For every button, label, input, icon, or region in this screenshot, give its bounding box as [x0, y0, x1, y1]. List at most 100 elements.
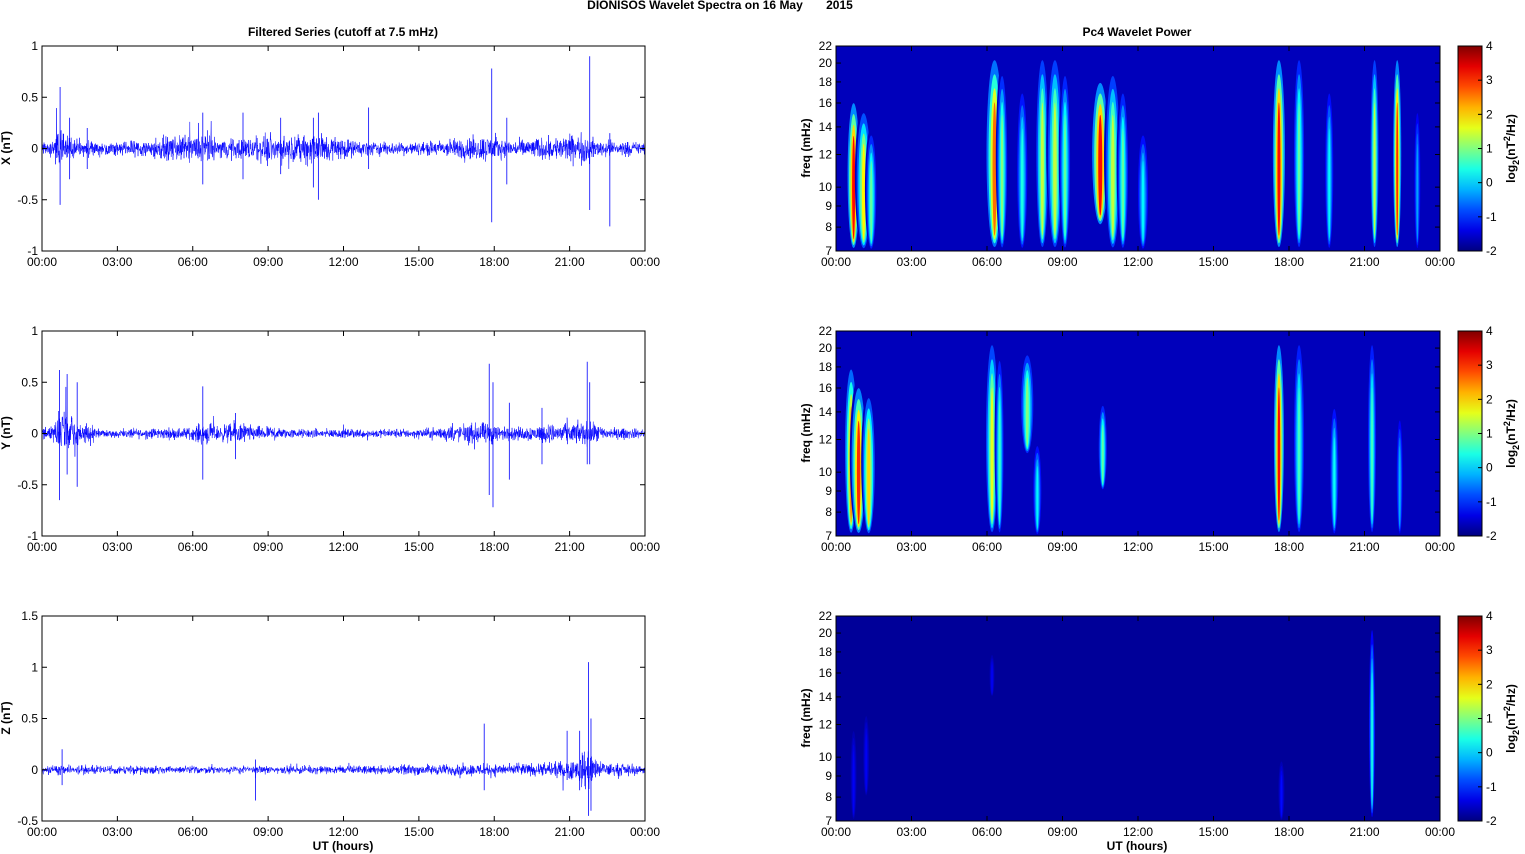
y-wavelet-xtick-label: 00:00: [1425, 540, 1455, 554]
x-wavelet-ytick-label: 18: [819, 75, 833, 89]
y-wavelet-colorbar-label: log2(nT2/Hz): [1502, 399, 1521, 468]
z-wavelet-colorbar-tick-label: -2: [1486, 814, 1497, 828]
x-series-ytick-label: 1: [31, 39, 38, 53]
z-series-trace: [41, 751, 646, 791]
y-wavelet-xtick-label: 12:00: [1123, 540, 1153, 554]
x-series-xtick-label: 18:00: [479, 255, 509, 269]
y-wavelet-xtick-label: 18:00: [1274, 540, 1304, 554]
x-series-xtick-label: 00:00: [27, 255, 57, 269]
y-series-xtick-label: 12:00: [328, 540, 358, 554]
x-wavelet-colorbar-tick-label: -1: [1486, 210, 1497, 224]
z-wavelet-xtick-label: 18:00: [1274, 825, 1304, 839]
z-wavelet-power-streak: [852, 751, 855, 814]
z-series-ytick-label: 0.5: [21, 712, 38, 726]
z-wavelet-ytick-label: 8: [825, 790, 832, 804]
y-wavelet-ylabel: freq (mHz): [799, 403, 813, 462]
y-series-xtick-label: 09:00: [253, 540, 283, 554]
y-wavelet-ytick-label: 9: [825, 484, 832, 498]
x-wavelet-xtick-label: 00:00: [1425, 255, 1455, 269]
y-wavelet-xtick-label: 15:00: [1198, 540, 1228, 554]
x-wavelet-power-streak: [1040, 102, 1044, 236]
z-wavelet-ytick-label: 18: [819, 645, 833, 659]
z-wavelet-ytick-label: 20: [819, 626, 833, 640]
z-wavelet-ytick-label: 14: [819, 690, 833, 704]
z-series-plot: -0.5 0 0.5 1 1.5 00:00 03:00 06:00 09:00 12:00 15:…: [17, 609, 660, 839]
z-wavelet-ytick-label: 7: [825, 814, 832, 828]
z-series-ytick-label: -0.5: [17, 814, 38, 828]
z-wavelet-xtick-label: 15:00: [1198, 825, 1228, 839]
y-wavelet-ytick-label: 12: [819, 433, 833, 447]
y-series-ytick-label: 0.5: [21, 375, 38, 389]
x-series-plot: -1 -0.5 0 0.5 1 00:00 03:00 06:00 09:00 12:00 15:0…: [17, 39, 660, 269]
y-wavelet-power-streak: [856, 420, 861, 525]
z-series-xlabel: UT (hours): [313, 839, 374, 853]
x-wavelet-ytick-label: 7: [825, 244, 832, 258]
x-wavelet-power-streak: [1396, 102, 1399, 236]
z-wavelet-ylabel: freq (mHz): [799, 688, 813, 747]
z-wavelet-xtick-label: 03:00: [896, 825, 926, 839]
z-wavelet-power-streak: [1280, 774, 1283, 817]
y-wavelet-colorbar-tick-label: 0: [1486, 461, 1493, 475]
z-series-xtick-label: 21:00: [555, 825, 585, 839]
y-series-ytick-label: 1: [31, 324, 38, 338]
y-wavelet-xtick-label: 03:00: [896, 540, 926, 554]
x-wavelet-ytick-label: 14: [819, 120, 833, 134]
z-series-ytick-label: 1: [31, 660, 38, 674]
z-series-xtick-label: 15:00: [404, 825, 434, 839]
y-wavelet-power-streak: [1277, 387, 1281, 521]
x-wavelet-ytick-label: 16: [819, 96, 833, 110]
z-wavelet-xtick-label: 12:00: [1123, 825, 1153, 839]
x-wavelet-xtick-label: 09:00: [1047, 255, 1077, 269]
x-wavelet-power-streak: [869, 161, 873, 242]
x-wavelet-ylabel: freq (mHz): [799, 118, 813, 177]
x-series-ylabel: X (nT): [0, 131, 13, 165]
z-wavelet-colorbar-tick-label: 2: [1486, 677, 1493, 691]
z-wavelet-xlabel: UT (hours): [1107, 839, 1168, 853]
y-wavelet-power-streak: [990, 387, 994, 521]
z-series-xtick-label: 03:00: [102, 825, 132, 839]
x-wavelet-ytick-label: 22: [819, 39, 833, 53]
z-series-axes-frame: [41, 615, 646, 822]
z-wavelet-colorbar-tick-label: -1: [1486, 780, 1497, 794]
z-wavelet-xtick-label: 06:00: [972, 825, 1002, 839]
x-wavelet-ytick-label: 20: [819, 56, 833, 70]
z-series-panel: -0.5 0 0.5 1 1.5 00:00 03:00 06:00 09:00 12:00 15:…: [0, 609, 660, 853]
x-wavelet-colorbar-tick-label: 0: [1486, 176, 1493, 190]
y-wavelet-xtick-label: 00:00: [821, 540, 851, 554]
z-wavelet-colorbar-tick-label: 0: [1486, 746, 1493, 760]
z-series-xtick-label: 18:00: [479, 825, 509, 839]
z-wavelet-power-streak: [991, 664, 993, 694]
x-wavelet-power-streak: [1297, 102, 1301, 236]
x-wavelet-colorbar-tick-label: 3: [1486, 73, 1493, 87]
x-wavelet-power-streak: [1111, 114, 1115, 237]
z-wavelet-xtick-label: 00:00: [1425, 825, 1455, 839]
x-wavelet-power-streak: [1020, 128, 1024, 239]
y-wavelet-xtick-label: 21:00: [1349, 540, 1379, 554]
z-wavelet-ytick-label: 10: [819, 750, 833, 764]
z-wavelet-xtick-label: 21:00: [1349, 825, 1379, 839]
y-wavelet-ytick-label: 18: [819, 360, 833, 374]
x-wavelet-colorbar-label: log2(nT2/Hz): [1502, 114, 1521, 183]
x-wavelet-colorbar-tick-label: -2: [1486, 244, 1497, 258]
z-wavelet-xtick-label: 00:00: [821, 825, 851, 839]
y-series-xtick-label: 00:00: [27, 540, 57, 554]
y-wavelet-power-streak: [1371, 387, 1374, 521]
z-wavelet-ytick-label: 9: [825, 769, 832, 783]
y-series-xtick-label: 06:00: [178, 540, 208, 554]
y-series-xtick-label: 15:00: [404, 540, 434, 554]
y-wavelet-xtick-label: 06:00: [972, 540, 1002, 554]
x-series-trace: [41, 108, 646, 169]
filtered-series-title: Filtered Series (cutoff at 7.5 mHz): [248, 25, 438, 39]
z-wavelet-ytick-label: 16: [819, 666, 833, 680]
x-wavelet-colorbar-tick-label: 2: [1486, 107, 1493, 121]
z-series-xtick-label: 00:00: [630, 825, 660, 839]
x-wavelet-power-streak: [861, 143, 866, 240]
y-series-ylabel: Y (nT): [0, 416, 13, 450]
x-wavelet-power-streak: [1098, 114, 1103, 216]
